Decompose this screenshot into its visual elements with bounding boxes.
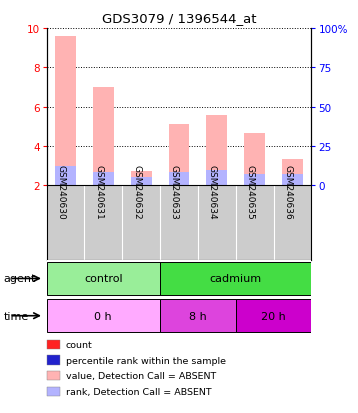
Text: GSM240635: GSM240635	[246, 164, 255, 219]
Bar	[131, 178, 151, 186]
Bar	[289, 185, 296, 186]
Text: GSM240634: GSM240634	[208, 164, 217, 219]
Bar	[244, 134, 265, 186]
Bar	[137, 185, 145, 186]
Text: GSM240632: GSM240632	[132, 164, 141, 219]
Bar	[47, 299, 160, 333]
Bar	[207, 116, 227, 186]
Bar	[55, 37, 76, 186]
Bar	[236, 299, 311, 333]
Text: agent: agent	[4, 274, 36, 284]
Bar	[160, 299, 236, 333]
Text: 0 h: 0 h	[95, 311, 112, 321]
Bar	[93, 88, 114, 186]
Text: 8 h: 8 h	[189, 311, 207, 321]
Bar	[55, 166, 76, 186]
Text: GSM240633: GSM240633	[170, 164, 179, 219]
Bar	[175, 185, 183, 186]
Text: value, Detection Call = ABSENT: value, Detection Call = ABSENT	[66, 371, 216, 380]
Bar	[62, 185, 69, 186]
Bar	[251, 185, 258, 186]
Bar	[169, 125, 189, 186]
Bar	[282, 174, 303, 186]
Text: GSM240630: GSM240630	[57, 164, 66, 219]
Bar	[100, 185, 107, 186]
Text: 20 h: 20 h	[261, 311, 286, 321]
Bar	[207, 170, 227, 186]
Bar	[169, 172, 189, 186]
Text: time: time	[4, 311, 29, 321]
Text: GSM240631: GSM240631	[94, 164, 103, 219]
Bar	[47, 262, 160, 296]
Text: GSM240636: GSM240636	[284, 164, 292, 219]
Bar	[244, 175, 265, 186]
Text: percentile rank within the sample: percentile rank within the sample	[66, 356, 226, 365]
Title: GDS3079 / 1396544_at: GDS3079 / 1396544_at	[102, 12, 256, 25]
Bar	[160, 262, 311, 296]
Bar	[282, 159, 303, 186]
Bar	[213, 185, 221, 186]
Bar	[131, 171, 151, 186]
Text: cadmium: cadmium	[210, 274, 262, 284]
Bar	[93, 172, 114, 186]
Text: control: control	[84, 274, 123, 284]
Text: count: count	[66, 340, 92, 349]
Text: rank, Detection Call = ABSENT: rank, Detection Call = ABSENT	[66, 387, 211, 396]
